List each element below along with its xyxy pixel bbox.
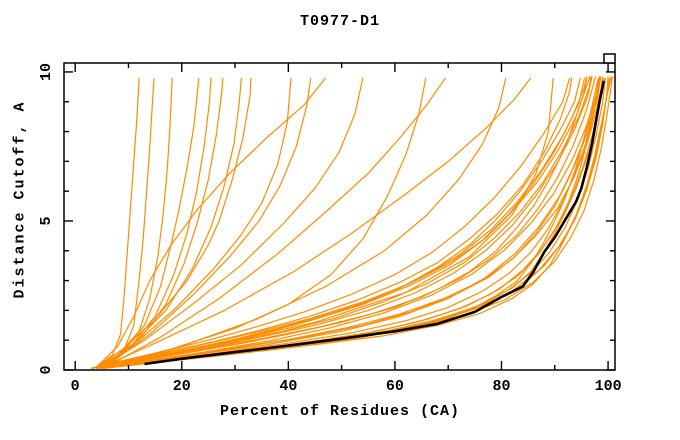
x-tick-label: 100 — [595, 378, 622, 395]
frame-notch — [603, 53, 616, 64]
model-curve — [107, 76, 604, 368]
model-curve — [96, 76, 593, 368]
model-curve — [96, 76, 591, 368]
model-curve — [96, 77, 252, 368]
model-curve — [107, 76, 601, 367]
model-curve — [101, 79, 604, 369]
model-curve — [101, 76, 612, 369]
model-curve — [101, 77, 532, 368]
x-tick-label: 0 — [71, 378, 80, 395]
model-curve — [101, 77, 600, 369]
y-tick-label: 10 — [38, 63, 55, 81]
model-curve — [96, 77, 581, 369]
x-tick-label: 60 — [386, 378, 404, 395]
model-curve — [101, 77, 602, 368]
plot-frame — [63, 62, 616, 371]
model-curve — [96, 77, 212, 369]
model-curve — [106, 77, 224, 366]
model-curve — [101, 77, 606, 370]
model-curve — [96, 76, 588, 369]
model-curve — [101, 77, 605, 369]
y-tick-label: 5 — [38, 216, 55, 225]
model-curve — [101, 77, 155, 367]
model-curve — [112, 77, 507, 367]
x-tick-label: 40 — [279, 378, 297, 395]
highlighted-model-curve — [144, 80, 606, 366]
model-curve — [101, 76, 602, 369]
y-tick-label: 0 — [38, 365, 55, 374]
x-tick-label: 20 — [173, 378, 191, 395]
model-curve — [96, 77, 327, 368]
model-curve — [106, 77, 312, 366]
chart-title: T0977-D1 — [299, 13, 380, 30]
model-curve — [101, 77, 292, 367]
x-tick-label: 80 — [492, 378, 510, 395]
model-curve — [96, 77, 600, 370]
model-curve — [96, 76, 596, 368]
model-curve — [101, 77, 364, 368]
x-axis-label: Percent of Residues (CA) — [219, 403, 461, 420]
model-curve — [107, 76, 609, 369]
model-curve — [96, 77, 140, 368]
model-curve — [101, 77, 242, 368]
model-curve — [117, 77, 554, 365]
